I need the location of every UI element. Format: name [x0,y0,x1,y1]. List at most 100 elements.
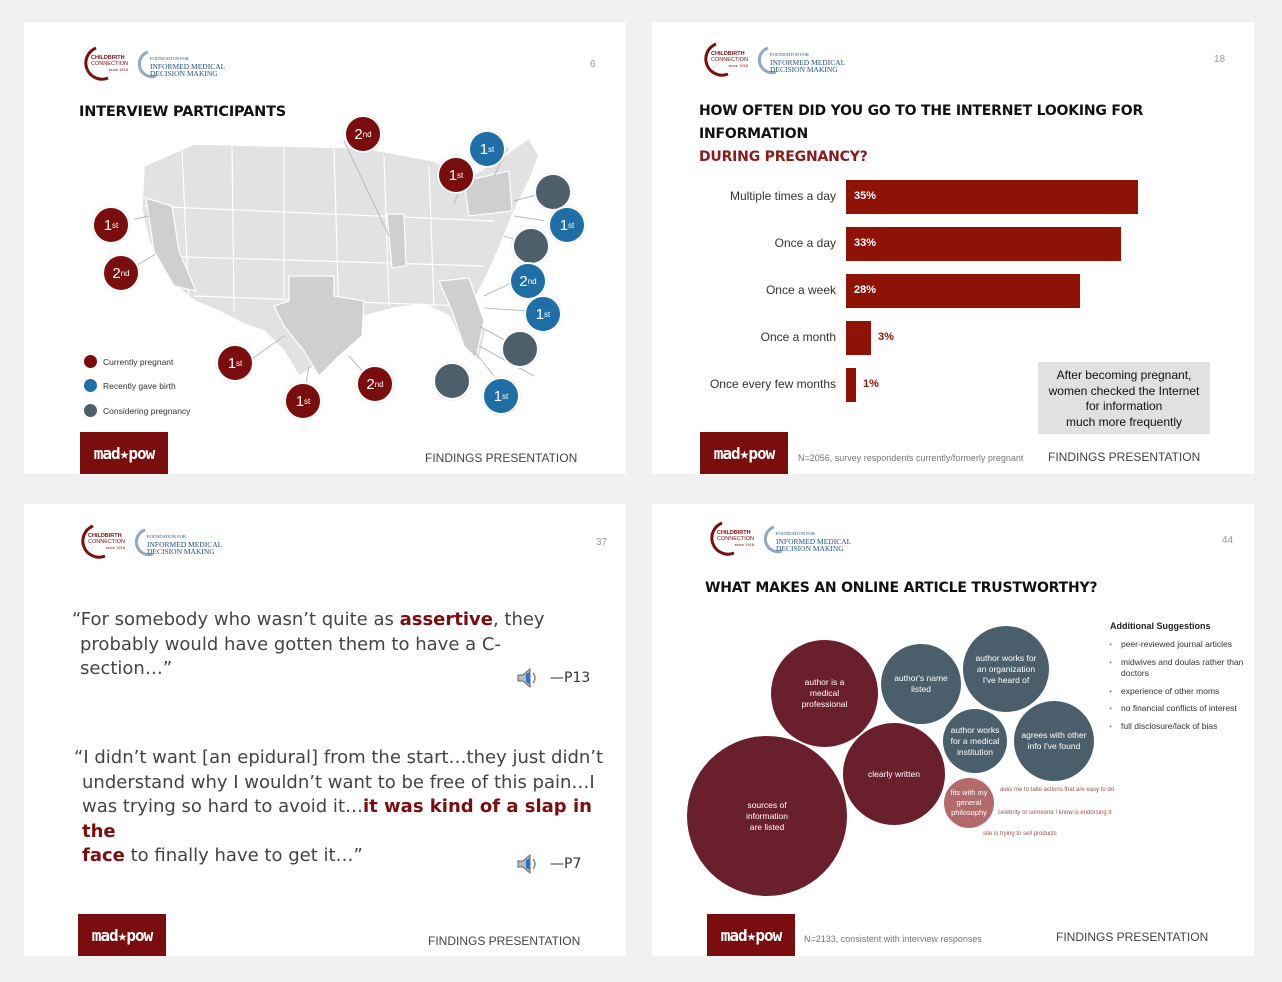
sample-size-note: N=2133, consistent with interview respon… [804,934,982,944]
logo-foundation-2: INFORMED MEDICAL [147,539,223,549]
callout-line: After becoming pregnant, [1056,368,1192,382]
logo-brand-since: since 1918 [105,545,125,550]
findings-label: FINDINGS PRESENTATION [1048,450,1201,464]
logo-brand-since: since 1918 [734,542,754,547]
quote-highlight: assertive [399,609,493,630]
bar-value-label: 3% [878,331,894,343]
badge-sup: st [502,391,509,401]
bubble-general-philosophy: fits with my general philosophy [944,778,994,828]
logo-foundation-2: INFORMED MEDICAL [150,61,226,71]
logo-foundation-3: DECISION MAKING [776,544,844,553]
logo-foundation-3: DECISION MAKING [770,65,838,74]
map-badge [512,227,550,265]
logo-brand-top: CHILDBIRTH [91,55,125,61]
map-badge [433,362,471,400]
madpow-logo: mad★pow [707,914,795,956]
quote-text: was trying so hard to avoid it… [82,796,363,817]
bar-category-label: Multiple times a day [729,189,836,203]
slide-internet-frequency: CHILDBIRTH CONNECTION since 1918 FOUNDAT… [652,22,1254,474]
callout-line: for information [1085,399,1163,413]
slide-title: WHAT MAKES AN ONLINE ARTICLE TRUSTWORTHY… [705,580,1098,596]
logo-brand-bottom: CONNECTION [88,539,125,545]
legend-label: Currently pregnant [103,356,174,367]
slide-title-line1: HOW OFTEN DID YOU GO TO THE INTERNET LOO… [699,103,1144,142]
badge-sup: st [568,220,575,230]
logo-mark [704,42,777,77]
slide-interview-participants: CHILDBIRTH CONNECTION since 1918 FOUNDAT… [24,22,626,474]
attribution-text: —P13 [550,670,591,686]
logo-foundation-1: FOUNDATION FOR [770,52,809,57]
logo-foundation-2: INFORMED MEDICAL [770,57,846,67]
logo-foundation-1: FOUNDATION FOR [147,534,186,539]
logo-brand-bottom: CONNECTION [711,57,748,63]
quote-text: “I didn’t want [an epidural] from the st… [74,747,604,768]
slide-quotes: CHILDBIRTH CONNECTION since 1918 FOUNDAT… [24,504,626,956]
badge-num: 2 [366,375,375,393]
bar-category-label: Once a day [774,236,836,250]
madpow-logo: mad★pow [78,914,166,956]
suggestions-list: peer-reviewed journal articles midwives … [1109,639,1249,738]
list-item: midwives and doulas rather than doctors [1109,657,1249,680]
madpow-logo: mad★pow [700,432,788,474]
quote-text: , they [492,609,545,630]
bar [846,368,856,402]
madpow-logo: mad★pow [80,432,168,474]
list-item: no financial conflicts of interest [1109,703,1249,715]
quote-text: to finally have to get it…” [124,845,363,866]
minor-factor-note: site is trying to sell products [983,831,1057,837]
bubble-agrees-other-info: agrees with other info I've found [1014,701,1094,781]
badge-num: 1 [227,354,237,372]
logo: CHILDBIRTH CONNECTION since 1918 FOUNDAT… [75,524,225,565]
bar-category-label: Once every few months [709,377,836,391]
logo-foundation-1: FOUNDATION FOR [776,531,815,536]
findings-label: FINDINGS PRESENTATION [425,451,578,465]
slide-trustworthy: CHILDBIRTH CONNECTION since 1918 FOUNDAT… [652,504,1254,956]
slide-title: INTERVIEW PARTICIPANTS [79,104,286,120]
badge-num: 2 [354,125,363,143]
bar [846,321,872,355]
logo-brand-top: CHILDBIRTH [88,533,122,539]
map-badge [534,173,572,211]
slide-title-line2: DURING PREGNANCY? [699,149,868,165]
logo-brand-bottom: CONNECTION [717,536,754,542]
speaker-icon[interactable] [514,850,542,878]
badge-num: 1 [103,216,113,234]
speaker-icon[interactable] [514,664,542,692]
attribution-p13[interactable]: —P13 [514,664,590,692]
badge-sup: st [488,144,495,154]
badge-num: 1 [295,392,305,410]
badge-num: 1 [559,216,569,234]
us-map [134,136,544,386]
list-item: experience of other moms [1109,686,1249,698]
logo-brand-since: since 1918 [728,63,748,68]
badge-num: 1 [479,140,489,158]
callout-line: much more frequently [1065,414,1183,429]
page-number: 44 [1222,535,1234,546]
badge-sup: nd [362,129,372,139]
badge-sup: nd [527,276,537,286]
minor-factor-note: celebrity or someone I know is endorsing… [998,810,1112,816]
logo-brand-top: CHILDBIRTH [711,51,745,57]
quote-p7: “I didn’t want [an epidural] from the st… [74,746,614,869]
attribution-text: —P7 [550,856,582,872]
map-badge [501,330,539,368]
badge-num: 2 [519,272,528,290]
quote-text: understand why I wouldn’t want to be fre… [82,771,595,793]
slide-title: HOW OFTEN DID YOU GO TO THE INTERNET LOO… [699,100,1254,169]
logo-brand-top: CHILDBIRTH [717,530,751,536]
list-item: peer-reviewed journal articles [1109,639,1249,651]
bubble-clearly-written: clearly written [843,723,945,825]
bubble-medical-institution: author works for a medical institution [943,709,1007,773]
bar [846,274,1080,308]
attribution-p7[interactable]: —P7 [514,850,581,878]
